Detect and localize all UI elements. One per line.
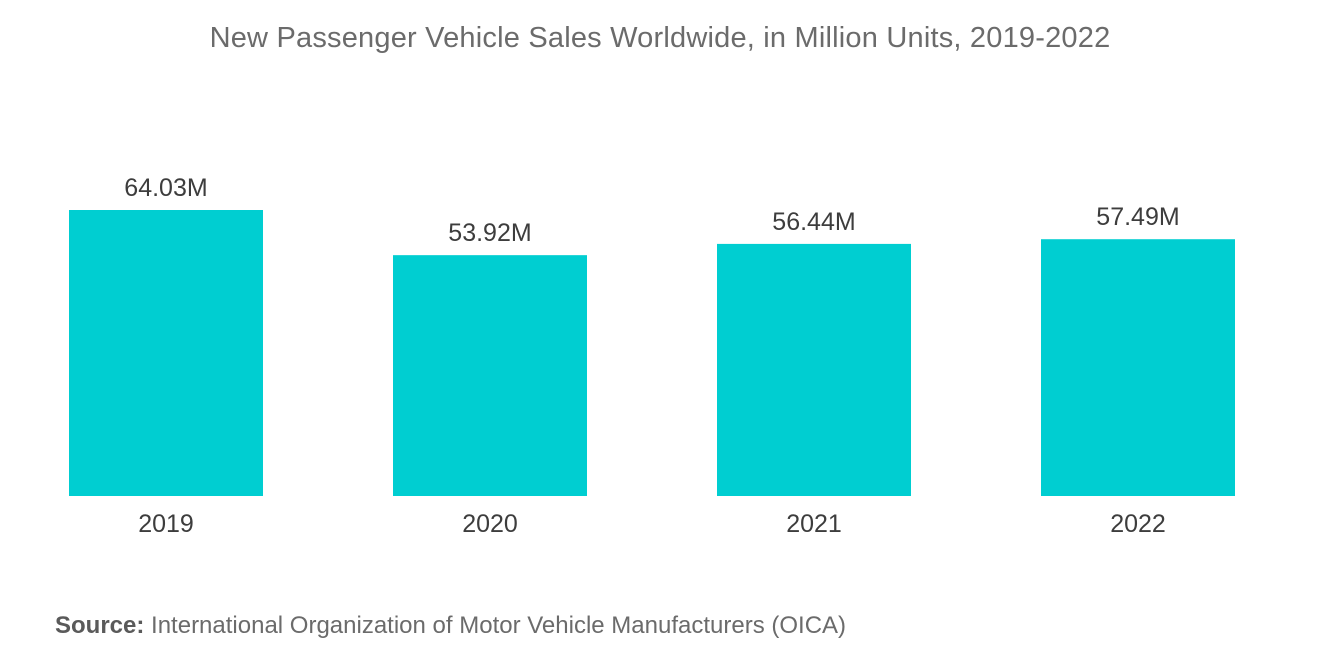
x-tick-label-2020: 2020	[462, 510, 518, 538]
bar-2020	[393, 255, 587, 496]
source-text: International Organization of Motor Vehi…	[151, 612, 847, 639]
labels-layer: 64.03M 53.92M 56.44M 57.49M	[124, 174, 1179, 247]
bar-2022	[1041, 239, 1235, 497]
bars-layer	[69, 210, 1235, 497]
bar-chart: 64.03M 53.92M 56.44M 57.49M 2019 2020 2021 202…	[69, 174, 1235, 538]
data-label-2021: 56.44M	[772, 208, 855, 236]
bar-2019	[69, 210, 263, 496]
chart-title: New Passenger Vehicle Sales Worldwide, i…	[209, 22, 1111, 54]
x-tick-label-2019: 2019	[138, 510, 194, 538]
bar-2021	[717, 243, 911, 496]
data-label-2022: 57.49M	[1096, 203, 1179, 231]
source-label: Source:	[55, 612, 145, 639]
x-axis-ticks: 2019 2020 2021 2022	[138, 510, 1166, 538]
data-label-2020: 53.92M	[448, 219, 531, 247]
source-note: Source: International Organization of Mo…	[55, 612, 846, 640]
x-tick-label-2022: 2022	[1110, 510, 1166, 538]
x-tick-label-2021: 2021	[786, 510, 842, 538]
data-label-2019: 64.03M	[124, 174, 207, 202]
